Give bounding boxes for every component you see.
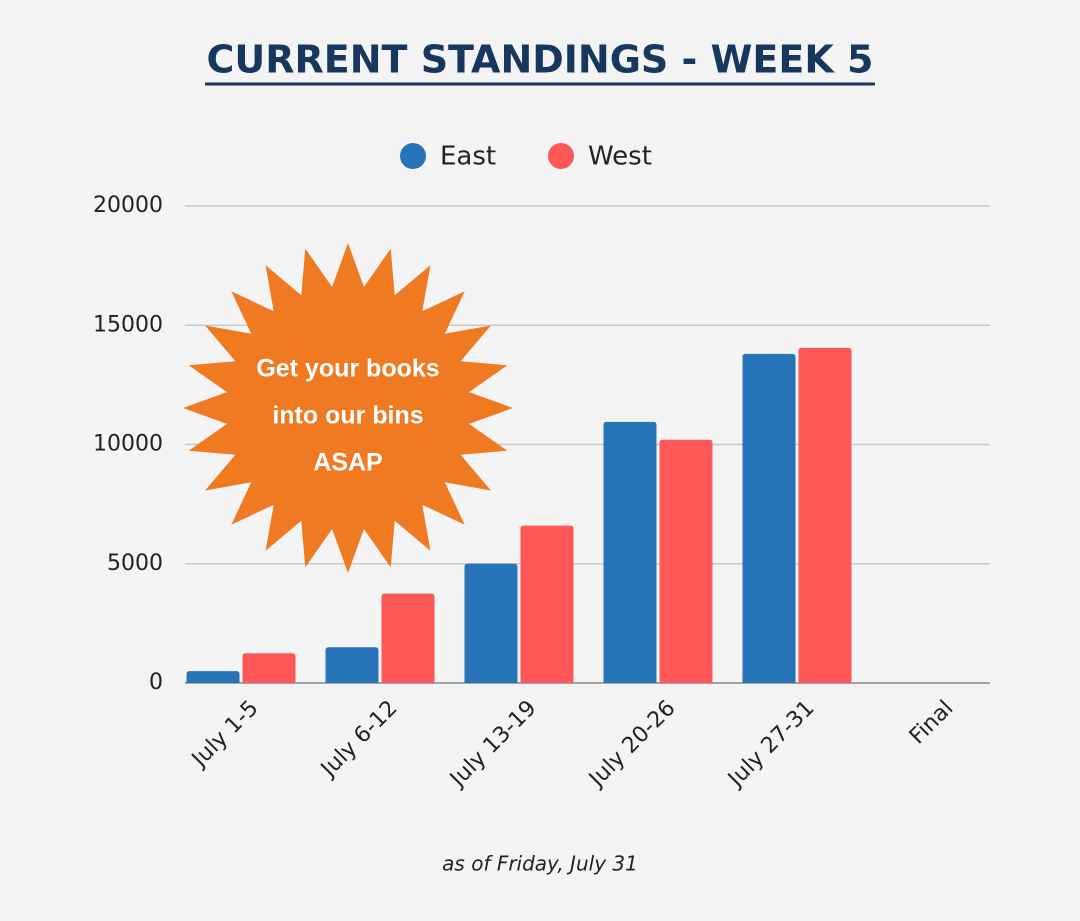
bar [603, 421, 657, 683]
bar [464, 563, 518, 683]
starburst [183, 243, 513, 573]
annotation-text: into our bins [272, 402, 423, 430]
y-tick-label: 10000 [93, 432, 163, 457]
y-tick-label: 20000 [93, 193, 163, 218]
bar [325, 647, 379, 683]
bar [798, 347, 852, 683]
legend-label: East [440, 142, 496, 172]
annotation-text: Get your books [256, 355, 439, 383]
y-tick-label: 15000 [93, 312, 163, 337]
legend-label: West [588, 142, 652, 172]
bar [186, 671, 240, 683]
y-tick-label: 5000 [107, 551, 163, 576]
footnote: as of Friday, July 31 [442, 852, 638, 876]
annotation-text: ASAP [313, 449, 382, 477]
legend-swatch [548, 143, 574, 169]
legend-swatch [400, 143, 426, 169]
bar [659, 439, 713, 683]
bar [242, 653, 296, 683]
bar [742, 353, 796, 683]
y-tick-label: 0 [149, 670, 163, 695]
bar [520, 525, 574, 683]
chart-title: CURRENT STANDINGS - WEEK 5 [207, 38, 874, 82]
bar [381, 593, 435, 683]
